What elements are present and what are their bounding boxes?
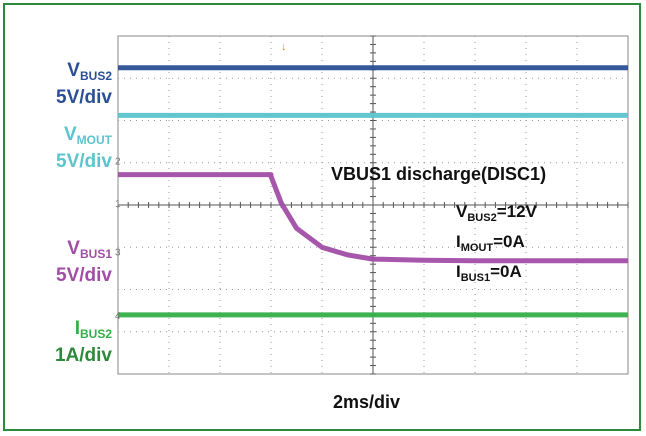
label-vbus1-name: V xyxy=(67,238,80,259)
label-vbus2-name: V xyxy=(67,60,80,81)
condition-ibus1-value: =0A xyxy=(490,262,522,281)
condition-vbus2: VBUS2=12V xyxy=(456,202,537,224)
condition-ibus1-name: I xyxy=(456,262,461,281)
label-vbus2: VBUS2 5V/div xyxy=(16,60,112,109)
x-axis-label: 2ms/div xyxy=(333,392,401,412)
condition-vbus2-sub: BUS2 xyxy=(467,212,497,224)
label-vbus1: VBUS1 5V/div xyxy=(16,238,112,287)
channel-marker: 1 xyxy=(115,199,121,210)
label-vbus2-sub: BUS2 xyxy=(79,69,112,83)
channel-marker: 3 xyxy=(115,247,121,258)
condition-imout-sub: MOUT xyxy=(460,242,494,254)
condition-ibus1: IBUS1=0A xyxy=(456,262,522,284)
condition-imout: IMOUT=0A xyxy=(456,232,525,254)
condition-imout-name: I xyxy=(456,232,461,251)
trace-vbus1 xyxy=(118,172,628,264)
label-vmout-scale: 5V/div xyxy=(56,151,112,172)
chart-title: VBUS1 discharge(DISC1) xyxy=(331,164,547,184)
label-ibus2-scale: 1A/div xyxy=(54,345,112,366)
label-vbus1-sub: BUS1 xyxy=(79,247,112,261)
label-vmout: VMOUT 5V/div xyxy=(16,124,112,173)
label-ibus2-sub: BUS2 xyxy=(79,327,112,341)
channel-marker: 4 xyxy=(115,311,121,322)
trigger-marker: ↓ xyxy=(281,41,287,53)
label-vmout-sub: MOUT xyxy=(76,133,112,147)
label-ibus2: IBUS2 1A/div xyxy=(16,318,112,367)
channel-marker: 2 xyxy=(115,157,121,168)
label-vmout-name: V xyxy=(63,124,77,145)
label-vbus1-scale: 5V/div xyxy=(56,265,112,286)
condition-imout-value: =0A xyxy=(493,232,525,251)
condition-vbus2-name: V xyxy=(456,202,468,221)
condition-ibus1-sub: BUS1 xyxy=(460,272,491,284)
label-vbus2-scale: 5V/div xyxy=(56,87,112,108)
label-ibus2-name: I xyxy=(74,318,80,339)
condition-vbus2-value: =12V xyxy=(496,202,537,221)
